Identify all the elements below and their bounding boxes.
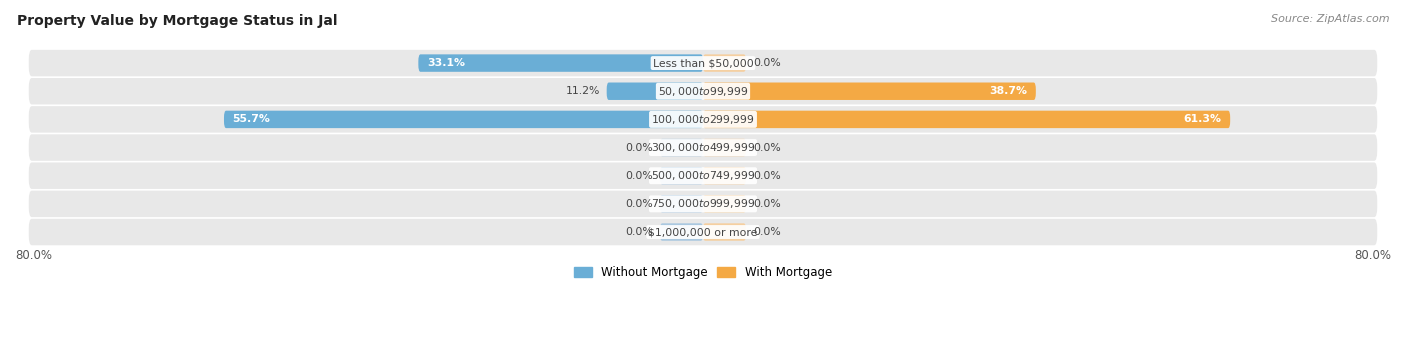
FancyBboxPatch shape <box>703 83 1036 100</box>
FancyBboxPatch shape <box>28 163 1378 189</box>
Text: 0.0%: 0.0% <box>626 142 654 153</box>
FancyBboxPatch shape <box>606 83 703 100</box>
Text: $1,000,000 or more: $1,000,000 or more <box>648 227 758 237</box>
FancyBboxPatch shape <box>703 110 1230 128</box>
Text: 0.0%: 0.0% <box>752 142 780 153</box>
FancyBboxPatch shape <box>28 50 1378 76</box>
Text: Property Value by Mortgage Status in Jal: Property Value by Mortgage Status in Jal <box>17 14 337 28</box>
FancyBboxPatch shape <box>703 167 747 184</box>
Text: Source: ZipAtlas.com: Source: ZipAtlas.com <box>1271 14 1389 23</box>
Text: 0.0%: 0.0% <box>626 171 654 181</box>
Text: $50,000 to $99,999: $50,000 to $99,999 <box>658 85 748 98</box>
FancyBboxPatch shape <box>659 167 703 184</box>
Text: $750,000 to $999,999: $750,000 to $999,999 <box>651 197 755 210</box>
FancyBboxPatch shape <box>659 195 703 212</box>
Legend: Without Mortgage, With Mortgage: Without Mortgage, With Mortgage <box>569 261 837 284</box>
Text: Less than $50,000: Less than $50,000 <box>652 58 754 68</box>
Text: 80.0%: 80.0% <box>1354 250 1391 262</box>
Text: 11.2%: 11.2% <box>565 86 600 96</box>
Text: $300,000 to $499,999: $300,000 to $499,999 <box>651 141 755 154</box>
Text: 0.0%: 0.0% <box>752 199 780 209</box>
Text: 55.7%: 55.7% <box>232 114 270 124</box>
Text: 38.7%: 38.7% <box>990 86 1028 96</box>
FancyBboxPatch shape <box>28 219 1378 245</box>
FancyBboxPatch shape <box>703 139 747 156</box>
Text: $500,000 to $749,999: $500,000 to $749,999 <box>651 169 755 182</box>
Text: 0.0%: 0.0% <box>626 227 654 237</box>
FancyBboxPatch shape <box>703 195 747 212</box>
FancyBboxPatch shape <box>224 110 703 128</box>
Text: 0.0%: 0.0% <box>752 171 780 181</box>
FancyBboxPatch shape <box>28 191 1378 217</box>
FancyBboxPatch shape <box>703 223 747 241</box>
FancyBboxPatch shape <box>28 106 1378 133</box>
Text: 80.0%: 80.0% <box>15 250 52 262</box>
FancyBboxPatch shape <box>28 134 1378 161</box>
FancyBboxPatch shape <box>659 139 703 156</box>
FancyBboxPatch shape <box>659 223 703 241</box>
Text: 61.3%: 61.3% <box>1184 114 1222 124</box>
Text: 33.1%: 33.1% <box>427 58 465 68</box>
Text: 0.0%: 0.0% <box>752 58 780 68</box>
Text: 0.0%: 0.0% <box>752 227 780 237</box>
FancyBboxPatch shape <box>703 54 747 72</box>
Text: 0.0%: 0.0% <box>626 199 654 209</box>
Text: $100,000 to $299,999: $100,000 to $299,999 <box>651 113 755 126</box>
FancyBboxPatch shape <box>419 54 703 72</box>
FancyBboxPatch shape <box>28 78 1378 104</box>
